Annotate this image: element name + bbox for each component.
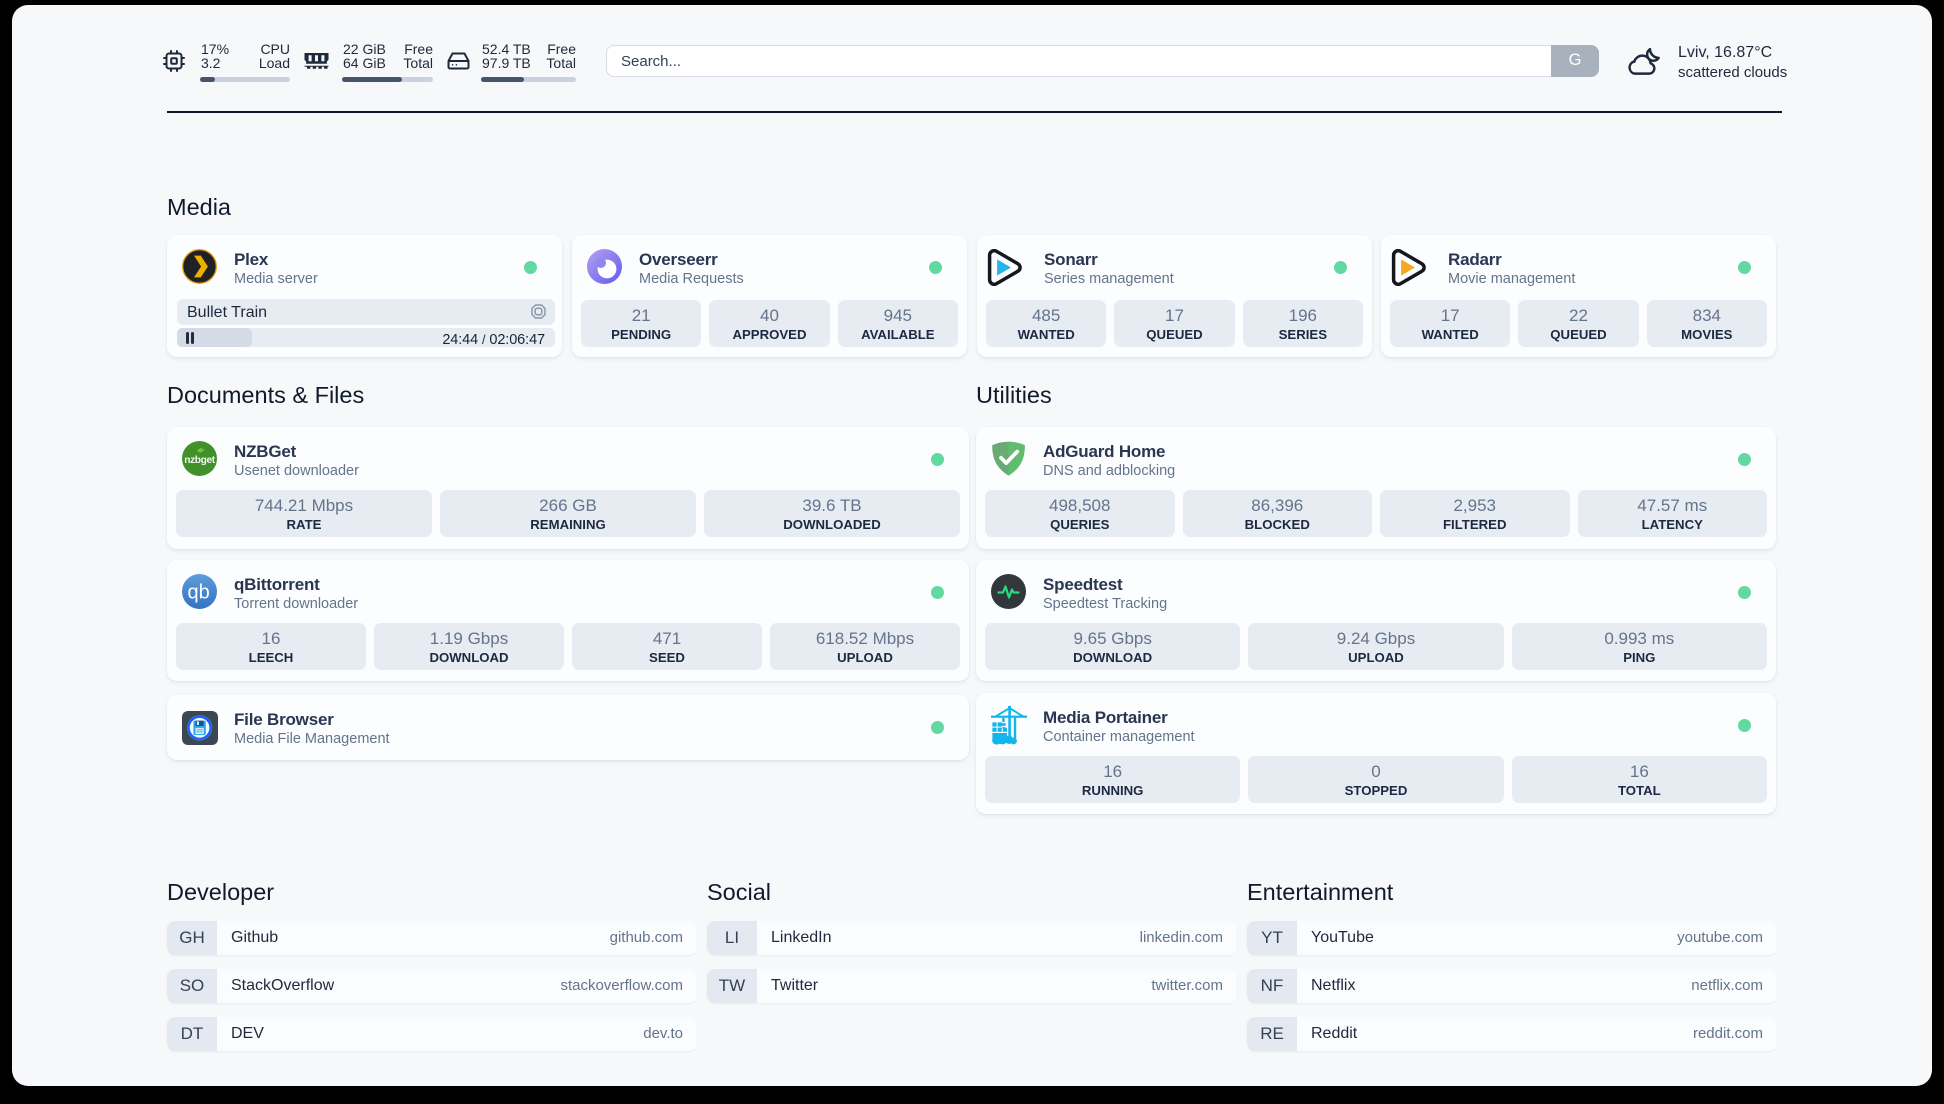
svg-text:nzbget: nzbget bbox=[184, 455, 215, 466]
svg-text:qb: qb bbox=[187, 581, 209, 603]
